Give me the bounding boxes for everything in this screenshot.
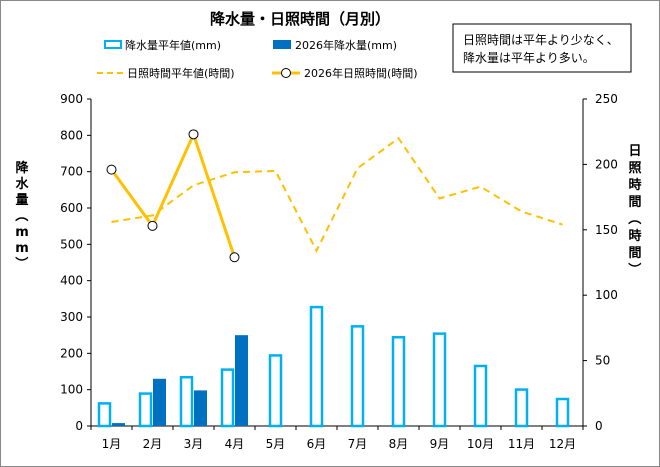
x-tick-label: 4月 [225,437,245,451]
x-tick-label: 8月 [389,437,409,451]
point-sunshine-2026 [229,252,240,263]
y-left-tick-label: 400 [60,274,83,288]
bar-precip-normal [514,388,529,428]
bar-precip-2026 [112,423,125,426]
x-tick-label: 12月 [549,437,576,451]
point-sunshine-2026 [147,220,158,231]
bar-precip-2026 [194,390,207,426]
note-border [452,23,632,73]
line-sunshine-normal [111,136,563,253]
bar-precip-2026 [235,335,248,426]
point-sunshine-2026 [188,129,199,140]
x-tick-label: 9月 [430,437,450,451]
note-line-2: 降水量は平年より多い。 [463,51,595,65]
y-left-tick-label: 600 [60,201,83,215]
legend-swatch-precip-normal [104,40,122,49]
legend-label-sun-2026: 2026年日照時間(時間) [304,66,418,80]
bars-precip-2026 [112,335,248,426]
bar-precip-normal [138,392,153,428]
y-axis-right-title: 日照時間（時間） [626,144,642,276]
y-left-tick-label: 200 [60,346,83,360]
line-path-sunshine-2026 [110,130,236,258]
y-axis-title-char: 照 [628,161,641,176]
legend-label-sun-normal: 日照時間平年値(時間) [127,66,235,80]
bar-precip-normal [350,325,365,428]
bar-precip-2026 [153,378,166,426]
note-box: 日照時間は平年より少なく、 降水量は平年より多い。 [452,23,632,73]
y-axis-title-char: 降 [15,160,29,176]
y-left-tick-label: 500 [60,237,83,251]
y-axis-title-char: m [15,225,29,240]
y-axis-title-char: 量 [15,193,28,208]
bar-precip-normal [473,364,488,428]
note-line-1: 日照時間は平年より少なく、 [463,33,619,47]
y-left-tick-label: 0 [75,419,83,433]
y-axis-title-char: 水 [15,176,29,192]
bar-precip-normal [220,368,235,428]
x-tick-label: 6月 [307,437,327,451]
y-axis-title-char: ） [13,256,29,269]
bar-precip-normal [97,402,112,428]
bar-precip-normal [555,397,570,428]
line-sunshine-2026 [106,129,240,263]
x-axis-ticks: 1月 2月 3月 4月 5月 6月 7月 8月 9月 10月 11月 12月 [90,426,584,451]
legend-label-precip-2026: 2026年降水量(mm) [295,38,397,52]
y-axis-left-title: 降水量（mm） [13,160,29,270]
y-left-tick-label: 100 [60,383,83,397]
legend: 降水量平年値(mm) 2026年降水量(mm) 日照時間平年値(時間) 2026… [97,38,418,80]
chart-title: 降水量・日照時間（月別） [210,10,390,28]
y-right-tick-label: 50 [595,354,610,368]
y-right-tick-label: 150 [595,223,618,237]
y-right-tick-label: 250 [595,92,618,106]
y-axis-title-char: m [15,241,29,256]
x-tick-label: 2月 [143,437,163,451]
x-tick-label: 10月 [467,437,494,451]
y-axis-title-char: （ [13,208,29,221]
bar-precip-normal [432,332,447,428]
y-axis-right-ticks: 0 50 100 150 200 250 [583,92,618,433]
y-axis-title-char: （ [626,211,642,224]
y-left-tick-label: 700 [60,165,83,179]
y-right-tick-label: 0 [595,419,603,433]
bar-precip-normal [309,305,324,428]
y-left-tick-label: 800 [60,128,83,142]
legend-label-precip-normal: 降水量平年値(mm) [125,38,221,52]
legend-swatch-sun-2026-marker [281,68,291,78]
bar-precip-normal [391,336,406,428]
y-axis-title-char: 時 [628,228,641,244]
y-axis-title-char: 時 [628,177,641,193]
y-axis-title-char: 間 [628,246,641,261]
y-axis-left-ticks: 0 100 200 300 400 500 600 700 800 900 [60,92,91,433]
y-right-tick-label: 100 [595,288,618,302]
y-right-tick-label: 200 [595,157,618,171]
point-sunshine-2026 [106,164,117,175]
bar-precip-normal [268,354,283,428]
bars-precip-normal [97,305,570,428]
line-path-sunshine-normal [111,136,563,253]
x-tick-label: 3月 [184,437,204,451]
y-axis-title-char: 日 [628,144,641,159]
legend-swatch-precip-2026 [273,40,291,49]
x-tick-label: 1月 [102,437,122,451]
x-tick-label: 5月 [266,437,286,451]
x-tick-label: 11月 [508,437,535,451]
y-axis-title-char: 間 [628,195,641,210]
y-left-tick-label: 900 [60,92,83,106]
y-left-tick-label: 300 [60,310,83,324]
bar-precip-normal [179,375,194,428]
x-tick-label: 7月 [348,437,368,451]
y-axis-title-char: ） [626,262,642,275]
